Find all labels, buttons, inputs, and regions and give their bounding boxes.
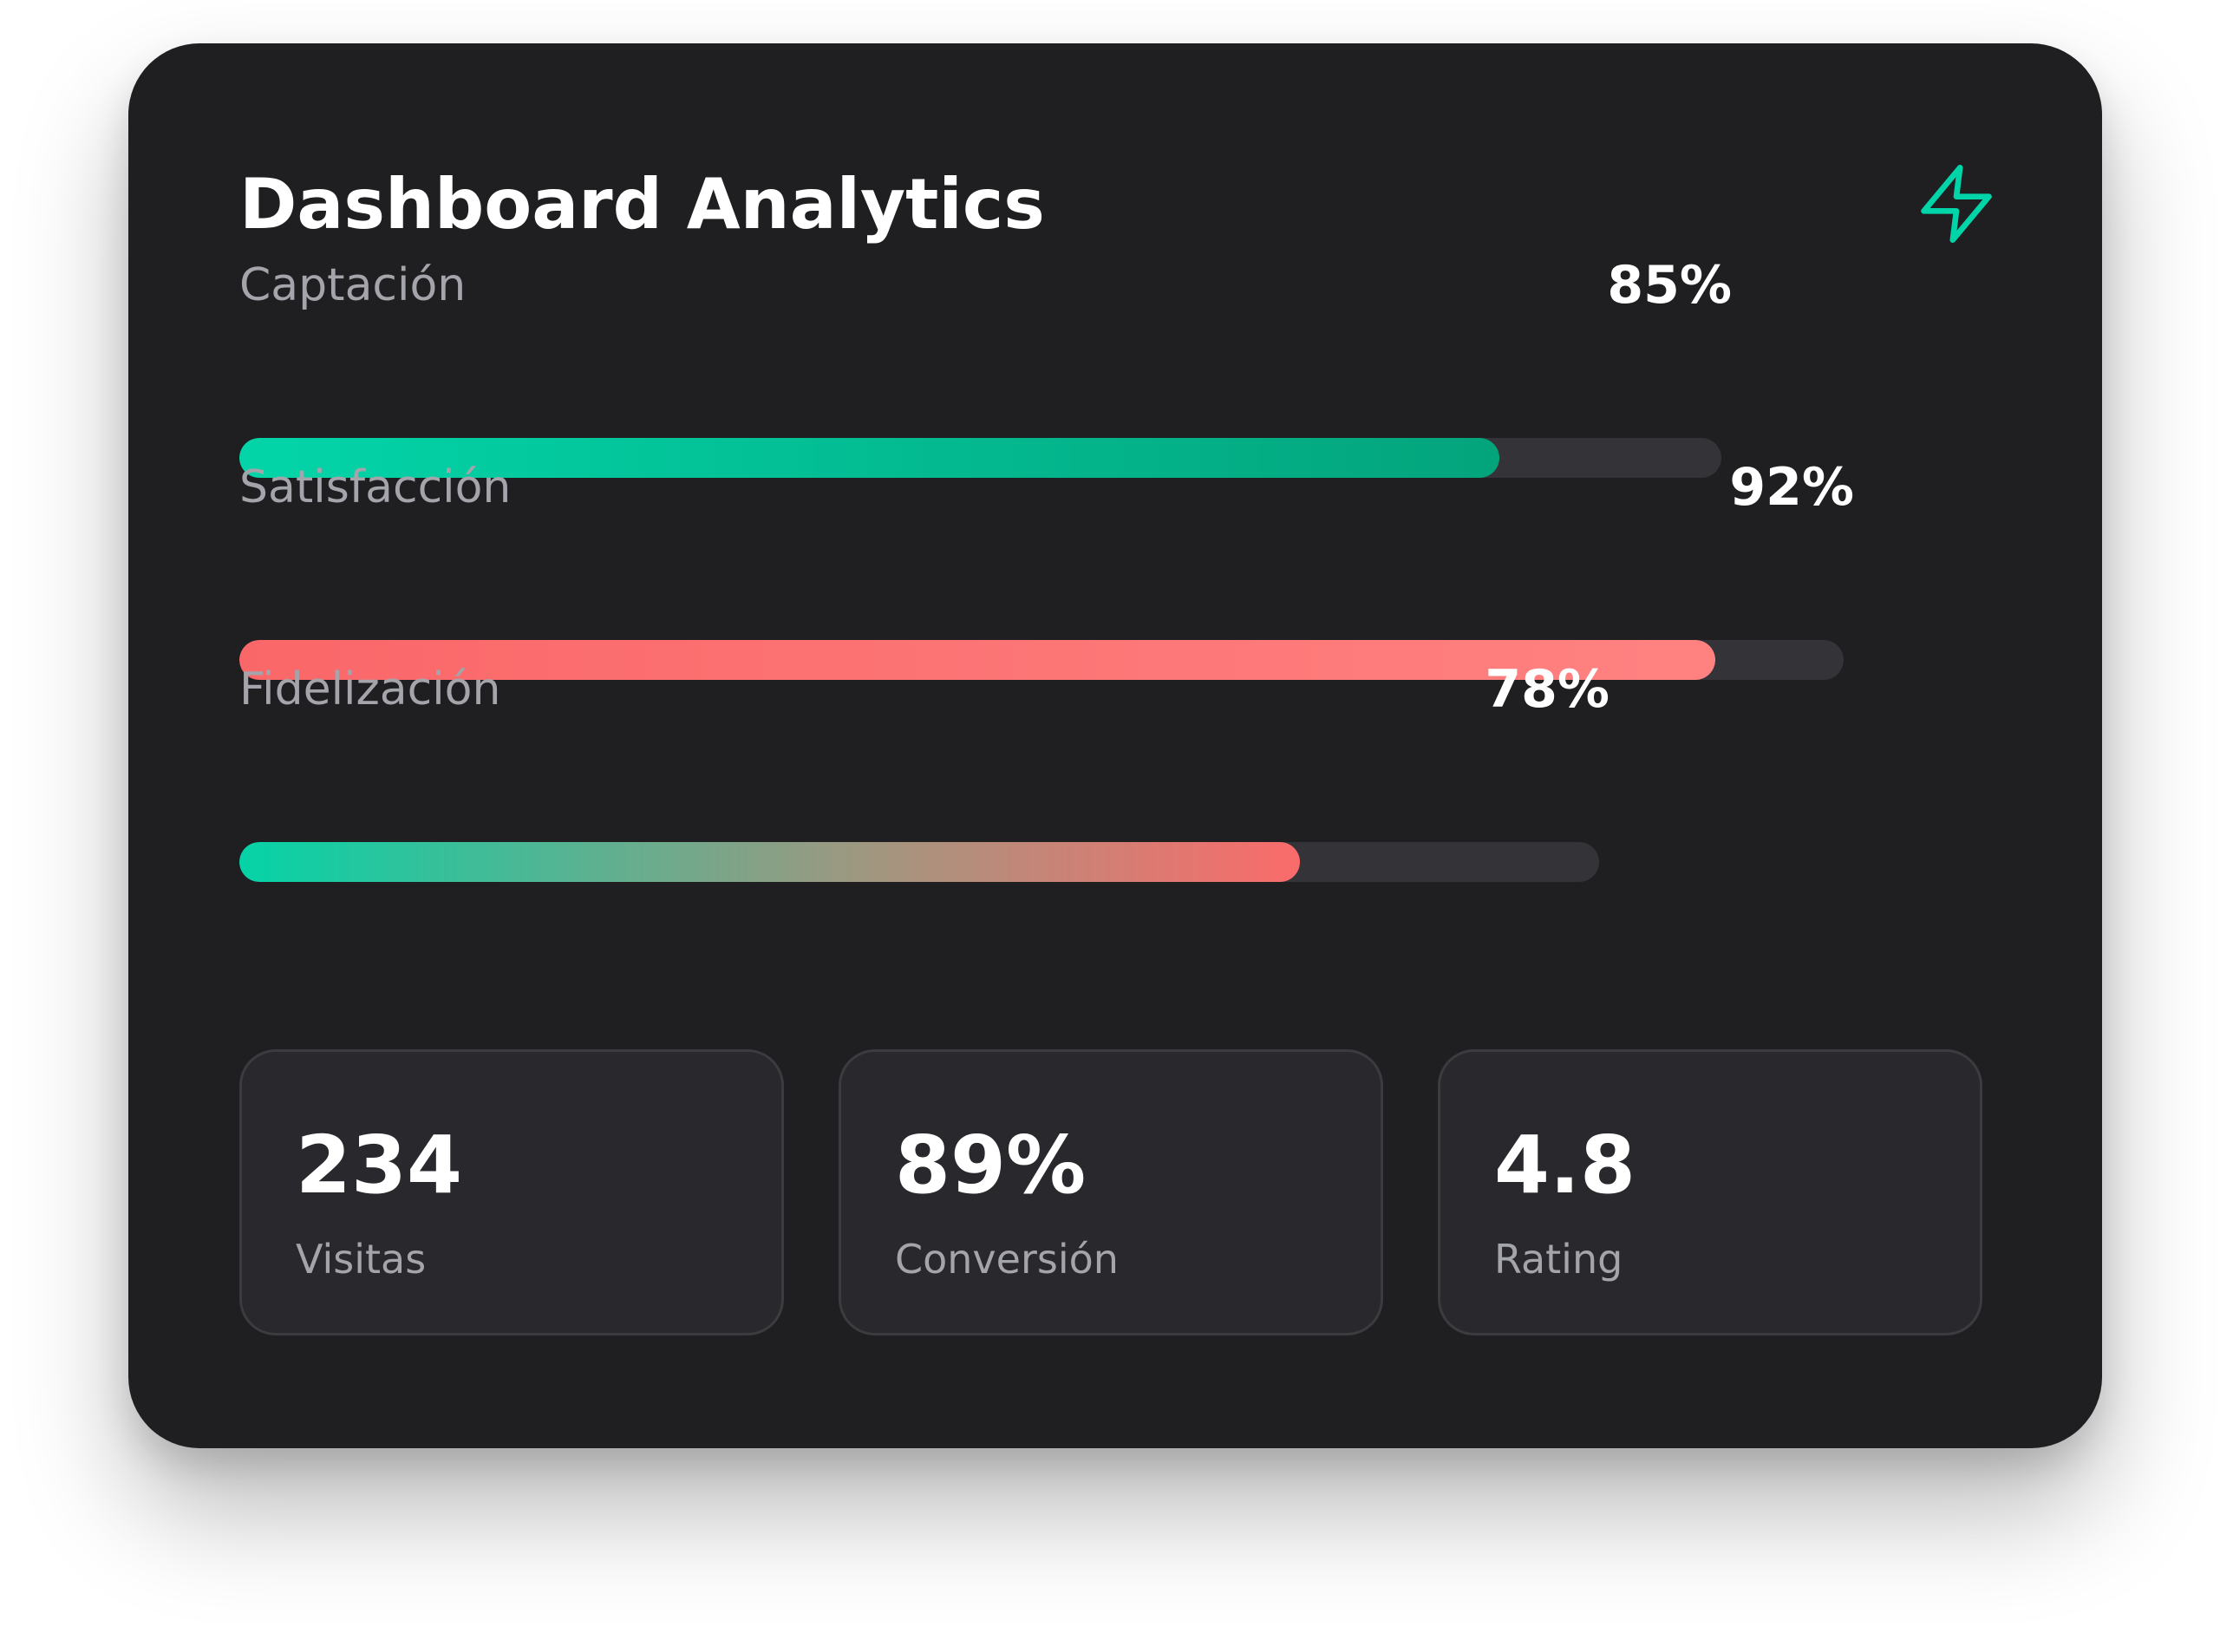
metric-label-captacion: Captación xyxy=(239,259,467,311)
analytics-card: Dashboard Analytics Captación 85% Satisf… xyxy=(128,43,2102,1448)
metric-value-fidelizacion: 78% xyxy=(1485,659,1610,720)
progress-fill-captacion xyxy=(239,438,1499,478)
stat-value: 234 xyxy=(296,1119,463,1211)
progress-track-captacion xyxy=(239,438,1721,478)
card-title: Dashboard Analytics xyxy=(239,164,1045,245)
stat-card-conversion[interactable]: 89% Conversión xyxy=(839,1049,1383,1335)
metric-label-fidelizacion: Fidelización xyxy=(239,663,501,715)
stat-card-visitas[interactable]: 234 Visitas xyxy=(239,1049,784,1335)
progress-fill-satisfaccion xyxy=(239,640,1715,680)
metric-label-satisfaccion: Satisfacción xyxy=(239,461,512,513)
stat-value: 89% xyxy=(895,1119,1087,1211)
progress-fill-fidelizacion xyxy=(239,842,1301,882)
metric-value-satisfaccion: 92% xyxy=(1729,457,1854,518)
lightning-bolt-icon[interactable] xyxy=(1913,160,2000,247)
stat-label: Conversión xyxy=(895,1236,1119,1283)
stat-label: Rating xyxy=(1494,1236,1623,1283)
stat-label: Visitas xyxy=(296,1236,427,1283)
stat-card-rating[interactable]: 4.8 Rating xyxy=(1438,1049,1982,1335)
metric-value-captacion: 85% xyxy=(1607,255,1732,316)
stat-value: 4.8 xyxy=(1494,1119,1636,1211)
progress-track-satisfaccion xyxy=(239,640,1844,680)
progress-track-fidelizacion xyxy=(239,842,1599,882)
